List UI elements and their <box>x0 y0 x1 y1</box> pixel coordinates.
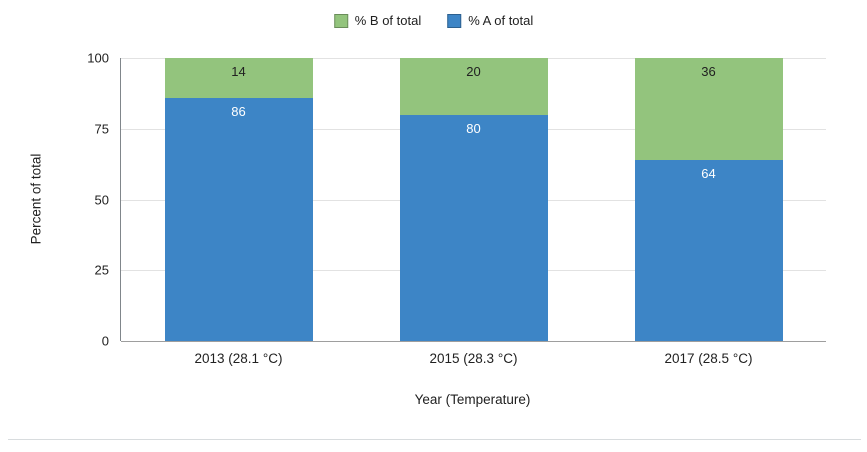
y-tick-label: 100 <box>87 50 109 66</box>
bar-slot: 80 20 2015 (28.3 °C) <box>356 58 591 366</box>
bar-slot: 64 36 2017 (28.5 °C) <box>591 58 826 366</box>
stacked-bar: 86 14 <box>164 58 313 341</box>
y-tick-label: 50 <box>94 192 109 207</box>
bar-segment: 80 <box>399 114 548 341</box>
bar-segment: 14 <box>164 58 313 98</box>
x-tick-label: 2017 (28.5 °C) <box>664 351 753 366</box>
segment-value-label: 20 <box>466 64 481 80</box>
plot-area: 0 25 50 75 100 86 14 2013 (28.1 °C) 80 20 2015 (28… <box>87 51 826 366</box>
gridline <box>121 341 826 342</box>
legend-label: % B of total <box>354 13 422 28</box>
chart-legend: % B of total % A of total <box>333 13 533 28</box>
segment-value-label: 86 <box>231 103 246 119</box>
x-axis-title: Year (Temperature) <box>414 392 531 407</box>
x-tick-label: 2015 (28.3 °C) <box>429 351 518 366</box>
segment-value-label: 64 <box>701 165 716 181</box>
y-tick-label: 75 <box>94 121 109 137</box>
bar-segment: 36 <box>634 58 783 160</box>
y-tick-label: 0 <box>101 333 109 349</box>
stacked-bar: 64 36 <box>634 58 783 341</box>
bar-segment: 20 <box>399 58 548 115</box>
bars-container: 86 14 2013 (28.1 °C) 80 20 2015 (28.3 °C) 64 36… <box>121 58 826 366</box>
segment-value-label: 80 <box>466 120 481 136</box>
x-tick-label: 2013 (28.1 °C) <box>194 351 283 366</box>
bottom-divider <box>8 439 861 440</box>
stacked-bar: 80 20 <box>399 58 548 341</box>
segment-value-label: 36 <box>701 64 716 80</box>
legend-item: % B of total <box>333 13 422 28</box>
legend-label: % A of total <box>468 13 534 28</box>
legend-swatch-icon <box>333 13 348 28</box>
bar-segment: 86 <box>164 97 313 341</box>
bar-segment: 64 <box>634 159 783 341</box>
legend-item: % A of total <box>447 13 533 28</box>
y-axis-title: Percent of total <box>28 153 44 245</box>
bar-slot: 86 14 2013 (28.1 °C) <box>121 58 356 366</box>
y-tick-label: 25 <box>94 262 109 278</box>
legend-swatch-icon <box>447 13 462 28</box>
segment-value-label: 14 <box>231 64 246 80</box>
